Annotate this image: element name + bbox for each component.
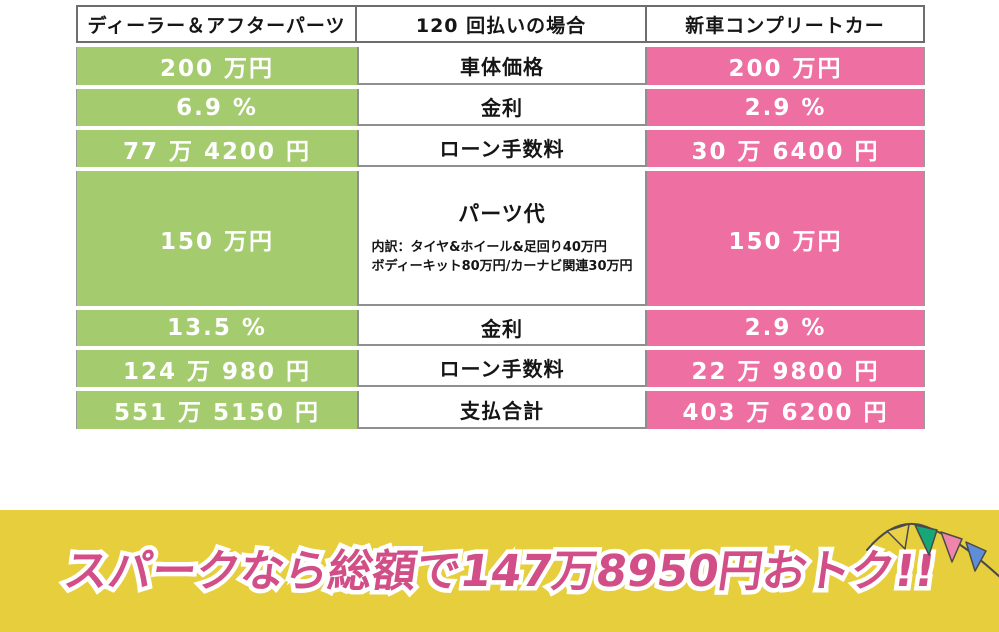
row-label-interest-1: 金利 [357, 89, 647, 126]
table-row-interest-2: 13.5 % 金利 2.9 % [76, 310, 925, 346]
loan-comparison-table: ディーラー＆アフターパーツ 120 回払いの場合 新車コンプリートカー 200 … [76, 5, 925, 433]
complete-interest-1-value: 2.9 % [647, 89, 925, 126]
complete-loan-fee-1-value: 30 万 6400 円 [647, 130, 925, 167]
complete-parts-cost-value: 150 万円 [647, 171, 925, 306]
savings-banner-text-fill: スパークなら総額で147万8950円おトク!! [60, 546, 939, 597]
complete-interest-2-value: 2.9 % [647, 310, 925, 346]
row-label-parts-cost: パーツ代 内訳：タイヤ&ホイール&足回り40万円 ボディーキット80万円/カーナ… [357, 171, 647, 306]
table-row-interest-1: 6.9 % 金利 2.9 % [76, 89, 925, 126]
row-label-body-price: 車体価格 [357, 47, 647, 85]
row-label-loan-fee-1: ローン手数料 [357, 130, 647, 167]
header-new-complete-car: 新車コンプリートカー [647, 5, 925, 43]
row-label-interest-2: 金利 [357, 310, 647, 346]
row-label-loan-fee-2: ローン手数料 [357, 350, 647, 387]
parts-breakdown-line-2: ボディーキット80万円/カーナビ関連30万円 [371, 259, 633, 274]
dealer-loan-fee-1-value: 77 万 4200 円 [76, 130, 357, 167]
savings-banner-text: スパークなら総額で147万8950円おトク!! スパークなら総額で147万895… [0, 542, 999, 602]
row-label-total-payment: 支払合計 [357, 391, 647, 429]
parts-cost-label: パーツ代 [458, 202, 546, 227]
dealer-interest-2-value: 13.5 % [76, 310, 357, 346]
dealer-interest-1-value: 6.9 % [76, 89, 357, 126]
complete-loan-fee-2-value: 22 万 9800 円 [647, 350, 925, 387]
table-header-row: ディーラー＆アフターパーツ 120 回払いの場合 新車コンプリートカー [76, 5, 925, 43]
bunting-garland-icon [866, 522, 999, 578]
header-120-installments: 120 回払いの場合 [357, 5, 647, 43]
dealer-body-price-value: 200 万円 [76, 47, 357, 85]
parts-breakdown-line-1: 内訳：タイヤ&ホイール&足回り40万円 [371, 240, 607, 256]
table-row-loan-fee-1: 77 万 4200 円 ローン手数料 30 万 6400 円 [76, 130, 925, 167]
dealer-loan-fee-2-value: 124 万 980 円 [76, 350, 357, 387]
table-row-parts-cost: 150 万円 パーツ代 内訳：タイヤ&ホイール&足回り40万円 ボディーキット8… [76, 171, 925, 306]
table-row-total-payment: 551 万 5150 円 支払合計 403 万 6200 円 [76, 391, 925, 429]
table-row-loan-fee-2: 124 万 980 円 ローン手数料 22 万 9800 円 [76, 350, 925, 387]
dealer-total-payment-value: 551 万 5150 円 [76, 391, 357, 429]
complete-total-payment-value: 403 万 6200 円 [647, 391, 925, 429]
header-dealer-aftermarket-parts: ディーラー＆アフターパーツ [76, 5, 357, 43]
parts-breakdown: 内訳：タイヤ&ホイール&足回り40万円 ボディーキット80万円/カーナビ関連30… [371, 239, 632, 277]
dealer-parts-cost-value: 150 万円 [76, 171, 357, 306]
table-row-body-price: 200 万円 車体価格 200 万円 [76, 47, 925, 85]
savings-banner: スパークなら総額で147万8950円おトク!! スパークなら総額で147万895… [0, 510, 999, 632]
complete-body-price-value: 200 万円 [647, 47, 925, 85]
